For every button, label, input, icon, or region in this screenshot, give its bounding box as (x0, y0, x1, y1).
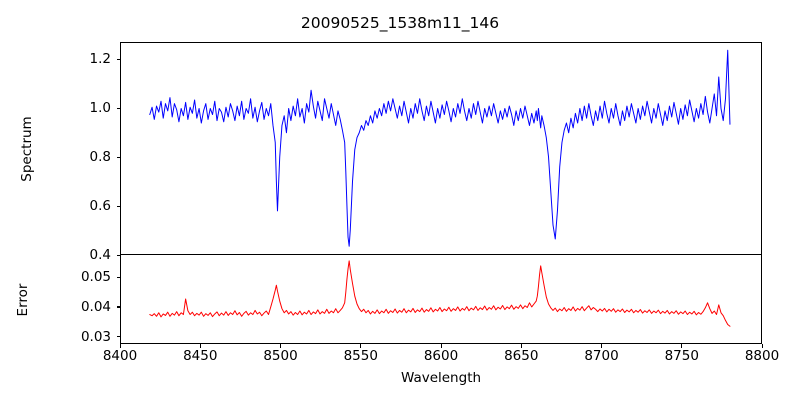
x-tick-mark (119, 344, 121, 348)
x-tick-mark (681, 344, 683, 348)
y-tick-label: 1.0 (89, 100, 111, 117)
x-tick-mark (440, 344, 442, 348)
x-tick-mark (601, 344, 603, 348)
y-tick-mark (116, 336, 120, 338)
x-tick-label: 8400 (102, 348, 138, 364)
x-tick-label: 8500 (263, 348, 298, 364)
y-tick-label: 0.05 (80, 269, 111, 286)
error-line-chart (149, 260, 731, 327)
x-tick-label: 8700 (584, 348, 619, 364)
x-tick-label: 8650 (504, 348, 539, 364)
x-tick-mark (520, 344, 522, 348)
y-tick-label: 0.04 (80, 298, 111, 315)
y-tick-mark (116, 205, 120, 207)
y-tick-mark (116, 306, 120, 308)
x-tick-mark (360, 344, 362, 348)
error-axis-label: Error (15, 283, 31, 317)
x-tick-mark (280, 344, 282, 348)
page-title: 20090525_1538m11_146 (300, 14, 500, 32)
y-tick-label: 1.2 (89, 51, 111, 68)
x-tick-mark (199, 344, 201, 348)
spectrum-plot-area (120, 42, 762, 255)
x-tick-label: 8450 (183, 348, 218, 364)
x-tick-label: 8800 (744, 348, 780, 364)
x-tick-label: 8600 (423, 348, 459, 364)
y-tick-label: 0.8 (89, 149, 111, 166)
error-data-line (149, 260, 731, 327)
y-tick-mark (116, 58, 120, 60)
spectrum-axis-label: Spectrum (19, 116, 35, 182)
x-tick-label: 8750 (664, 348, 699, 364)
x-axis-label: Wavelength (400, 370, 482, 386)
y-tick-mark (116, 276, 120, 278)
y-tick-label: 0.4 (89, 247, 111, 263)
x-tick-label: 8550 (343, 348, 378, 364)
spectrum-line-chart (149, 49, 731, 247)
y-tick-mark (116, 107, 120, 109)
x-tick-mark (761, 344, 763, 348)
error-plot-area (120, 254, 762, 344)
y-tick-mark (116, 156, 120, 158)
y-tick-mark (116, 254, 120, 256)
spectrum-data-line (149, 49, 731, 247)
y-tick-label: 0.03 (80, 328, 111, 345)
y-tick-label: 0.6 (89, 198, 111, 215)
